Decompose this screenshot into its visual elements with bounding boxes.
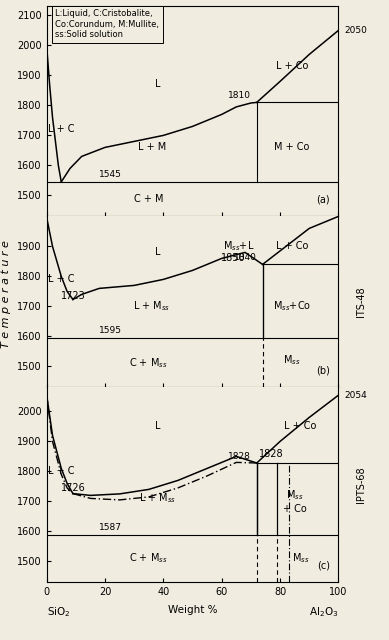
- Text: L + Co: L + Co: [275, 61, 308, 72]
- Text: 1840: 1840: [234, 253, 257, 262]
- Text: 1595: 1595: [99, 326, 123, 335]
- Text: L + M$_{ss}$: L + M$_{ss}$: [133, 300, 170, 314]
- Text: (b): (b): [316, 365, 329, 376]
- Text: M$_{ss}$: M$_{ss}$: [283, 353, 300, 367]
- Text: 1723: 1723: [61, 291, 85, 301]
- Text: Weight %: Weight %: [168, 605, 217, 615]
- Text: 2050: 2050: [344, 26, 367, 35]
- Text: C + M: C + M: [134, 194, 163, 204]
- Text: L + M$_{ss}$: L + M$_{ss}$: [139, 492, 176, 506]
- Text: (c): (c): [317, 561, 329, 570]
- Text: ITS-48: ITS-48: [356, 287, 366, 317]
- Text: L + C: L + C: [48, 124, 75, 134]
- Text: Al$_2$O$_3$: Al$_2$O$_3$: [309, 605, 338, 619]
- Text: M$_{ss}$+Co: M$_{ss}$+Co: [273, 300, 311, 314]
- Text: T e m p e r a t u r e: T e m p e r a t u r e: [1, 241, 11, 348]
- Text: L + C: L + C: [48, 275, 75, 284]
- Text: (a): (a): [316, 195, 329, 204]
- Text: L: L: [155, 421, 160, 431]
- Text: M$_{ss}$
+ Co: M$_{ss}$ + Co: [283, 489, 307, 514]
- Text: L + C: L + C: [48, 467, 75, 476]
- Text: L + Co: L + Co: [284, 421, 317, 431]
- Text: M$_{ss}$+L: M$_{ss}$+L: [224, 239, 255, 253]
- Text: L:Liquid, C:Cristobalite,
Co:Corundum, M:Mullite,
ss:Solid solution: L:Liquid, C:Cristobalite, Co:Corundum, M…: [55, 10, 159, 39]
- Text: 1545: 1545: [100, 170, 122, 179]
- Text: M$_{ss}$: M$_{ss}$: [292, 552, 309, 565]
- Text: L + M: L + M: [138, 142, 166, 152]
- Text: C + M$_{ss}$: C + M$_{ss}$: [130, 356, 168, 371]
- Text: L: L: [155, 79, 160, 90]
- Text: C + M$_{ss}$: C + M$_{ss}$: [130, 552, 168, 565]
- Text: 2054: 2054: [344, 390, 367, 400]
- Text: 1726: 1726: [61, 483, 85, 493]
- Text: M + Co: M + Co: [274, 142, 309, 152]
- Text: 1587: 1587: [99, 524, 123, 532]
- Text: IPTS-68: IPTS-68: [356, 467, 366, 503]
- Text: 1828: 1828: [228, 452, 251, 461]
- Text: L + Co: L + Co: [275, 241, 308, 252]
- Text: 1810: 1810: [228, 91, 251, 100]
- Text: L: L: [155, 248, 160, 257]
- Text: SiO$_2$: SiO$_2$: [47, 605, 70, 619]
- Text: 1828: 1828: [259, 449, 284, 459]
- Text: 1850: 1850: [221, 253, 246, 264]
